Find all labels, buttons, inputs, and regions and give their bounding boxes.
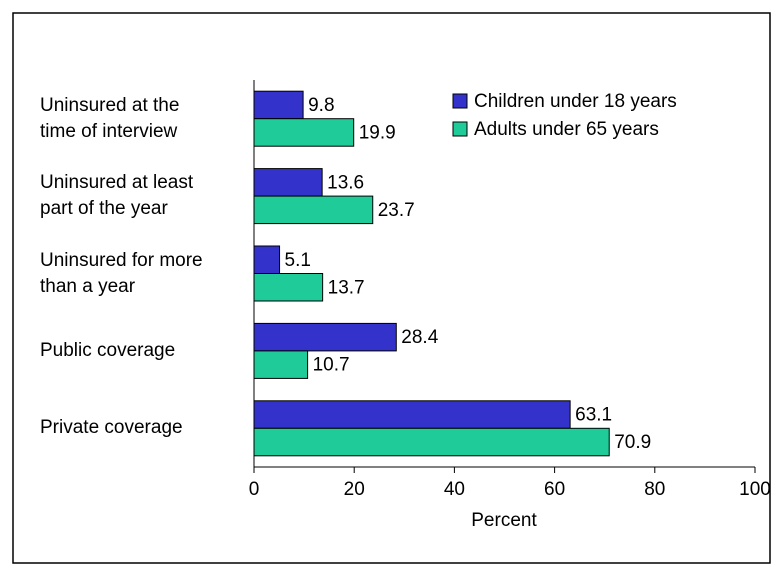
bar: [253, 118, 355, 147]
x-tick-label: 0: [249, 479, 260, 500]
value-label: 5.1: [285, 250, 311, 271]
bar: [253, 245, 281, 274]
y-tick-label: Uninsured at least part of the year: [40, 172, 194, 220]
frame: [12, 12, 771, 564]
x-tick-label: 60: [544, 479, 565, 500]
x-tick-label: 20: [344, 479, 365, 500]
y-tick-label: Public coverage: [40, 339, 176, 361]
y-tick-label: Private coverage: [40, 417, 183, 439]
value-label: 13.7: [328, 277, 365, 298]
y-tick-label: Uninsured for more than a year: [40, 249, 203, 297]
bar: [253, 322, 397, 352]
value-label: 23.7: [378, 200, 415, 221]
bar: [253, 273, 324, 302]
value-label: 10.7: [313, 355, 350, 376]
value-label: 13.6: [327, 172, 364, 193]
bar: [253, 168, 323, 197]
legend-swatch: [452, 121, 468, 137]
x-tick-label: 100: [739, 479, 771, 500]
bar: [253, 90, 304, 120]
value-label: 63.1: [575, 405, 612, 426]
value-label: 19.9: [359, 122, 396, 143]
value-label: 70.9: [614, 432, 651, 453]
bar: [253, 427, 610, 457]
legend-label: Children under 18 years: [474, 91, 677, 112]
x-tick-label: 80: [644, 479, 665, 500]
legend-label: Adults under 65 years: [474, 119, 659, 140]
x-tick-label: 40: [444, 479, 465, 500]
value-label: 28.4: [401, 327, 438, 348]
bar: [253, 400, 571, 429]
y-tick-label: Uninsured at the time of interview: [40, 94, 180, 142]
legend-swatch: [452, 93, 468, 109]
bar: [253, 195, 374, 225]
value-label: 9.8: [308, 95, 334, 116]
x-axis-label: Percent: [471, 510, 537, 531]
bar: [253, 350, 309, 379]
